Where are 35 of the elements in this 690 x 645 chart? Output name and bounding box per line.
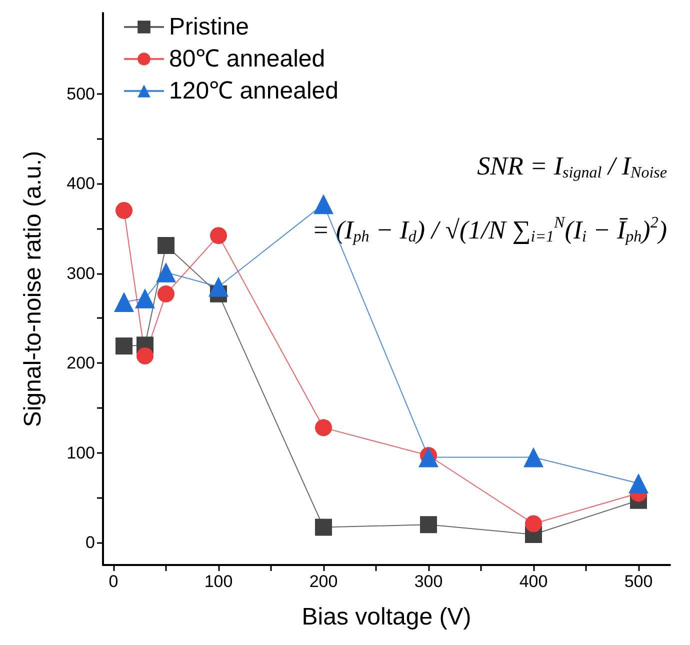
y-axis-title: Signal-to-noise ratio (a.u.) — [20, 150, 46, 428]
point — [158, 236, 174, 254]
point — [315, 518, 332, 536]
point — [628, 473, 648, 494]
x-tick-label: 0 — [108, 572, 118, 591]
point — [418, 447, 438, 468]
point — [116, 337, 132, 354]
legend-label: Pristine — [169, 14, 250, 40]
x-tick-label: 300 — [414, 572, 443, 591]
legend-label: 120℃ annealed — [169, 78, 338, 104]
x-tick-label: 200 — [309, 572, 338, 591]
point — [156, 262, 176, 282]
y-tick-label: 100 — [66, 443, 95, 462]
point — [314, 194, 334, 214]
point — [136, 347, 154, 364]
point — [135, 288, 155, 308]
point — [210, 227, 227, 244]
point — [158, 285, 174, 302]
x-tick-label: 400 — [519, 572, 548, 591]
y-tick-label: 200 — [66, 354, 95, 373]
y-tick-label: 400 — [66, 174, 95, 194]
legend-label: 80℃ annealed — [169, 46, 326, 72]
point — [116, 202, 132, 219]
point — [114, 292, 134, 312]
point — [420, 516, 437, 534]
x-axis-title: Bias voltage (V) — [302, 604, 472, 630]
x-tick-label: 500 — [624, 572, 653, 591]
point — [524, 447, 544, 468]
y-tick-label: 300 — [66, 264, 95, 283]
point — [525, 515, 542, 532]
x-tick-label: 100 — [204, 572, 233, 591]
y-tick-label: 500 — [66, 84, 95, 104]
point — [315, 419, 332, 436]
point — [208, 276, 228, 297]
y-tick-label: 0 — [86, 533, 95, 552]
